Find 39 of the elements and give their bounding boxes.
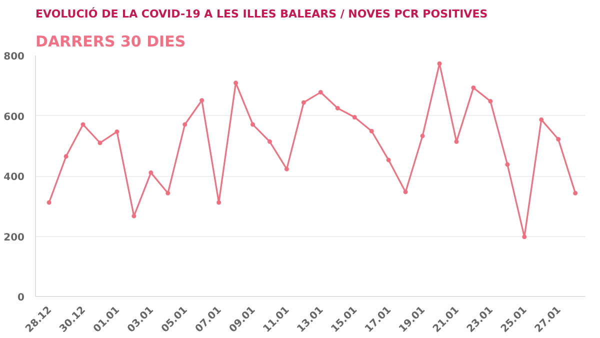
- point: [471, 85, 476, 90]
- point: [454, 139, 459, 144]
- point: [488, 99, 493, 104]
- point: [556, 137, 561, 142]
- point: [505, 162, 510, 167]
- chart-title: EVOLUCIÓ DE LA COVID-19 A LES ILLES BALEARS / NOVES PCR POSITIVES: [36, 6, 488, 20]
- point: [114, 129, 120, 134]
- y-tick-label: 200: [4, 232, 25, 244]
- y-tick-label: 600: [4, 112, 25, 123]
- point: [216, 200, 222, 205]
- point: [539, 117, 544, 122]
- point: [318, 90, 323, 94]
- point: [200, 98, 204, 103]
- point: [148, 170, 154, 175]
- point: [80, 122, 86, 127]
- point: [386, 158, 391, 162]
- point: [335, 106, 340, 110]
- y-tick-label: 400: [4, 172, 25, 183]
- point: [234, 80, 238, 86]
- point: [403, 190, 408, 194]
- point: [369, 128, 374, 134]
- point: [98, 140, 102, 146]
- point: [250, 122, 256, 127]
- chart-subtitle: DARRERS 30 DIES: [36, 32, 186, 50]
- y-tick-label: 0: [18, 292, 25, 304]
- point: [284, 166, 289, 172]
- point: [420, 134, 425, 138]
- point: [46, 200, 52, 205]
- point: [352, 115, 357, 120]
- point: [132, 214, 136, 218]
- point: [522, 234, 527, 240]
- point: [64, 154, 68, 159]
- point: [182, 122, 188, 127]
- point: [437, 61, 442, 66]
- point: [301, 100, 306, 105]
- y-tick-label: 800: [4, 52, 25, 62]
- point: [573, 190, 578, 196]
- point: [268, 139, 272, 144]
- point: [166, 190, 170, 196]
